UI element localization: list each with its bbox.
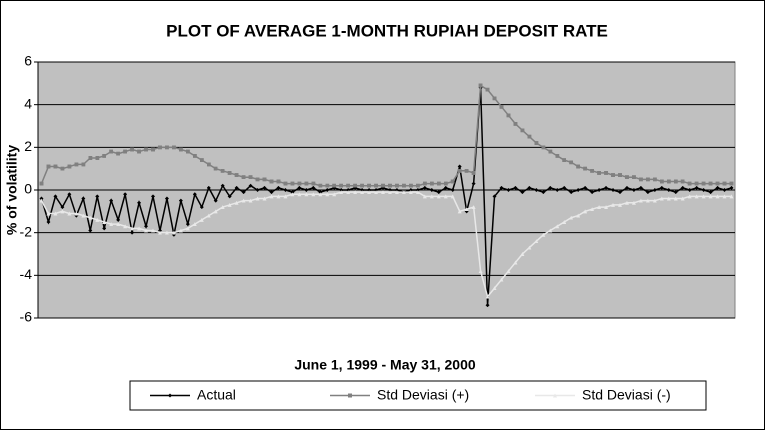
y-tick-label: -2 — [20, 223, 33, 239]
y-axis-label: % of volatility — [4, 145, 20, 235]
chart-title: PLOT OF AVERAGE 1-MONTH RUPIAH DEPOSIT R… — [166, 21, 608, 40]
legend-label: Std Deviasi (+) — [377, 387, 469, 403]
series-line — [39, 83, 734, 188]
x-axis-label: June 1, 1999 - May 31, 2000 — [294, 357, 476, 373]
legend-label: Std Deviasi (-) — [582, 387, 671, 403]
legend-label: Actual — [197, 387, 236, 403]
y-tick-label: 6 — [24, 53, 32, 69]
series-line — [39, 190, 734, 299]
legend — [129, 380, 707, 411]
y-tick-label: -6 — [20, 309, 33, 325]
y-tick-label: 4 — [24, 95, 32, 111]
y-tick-label: 0 — [24, 181, 32, 197]
y-tick-label: 2 — [24, 138, 32, 154]
y-tick-label: -4 — [20, 266, 33, 282]
